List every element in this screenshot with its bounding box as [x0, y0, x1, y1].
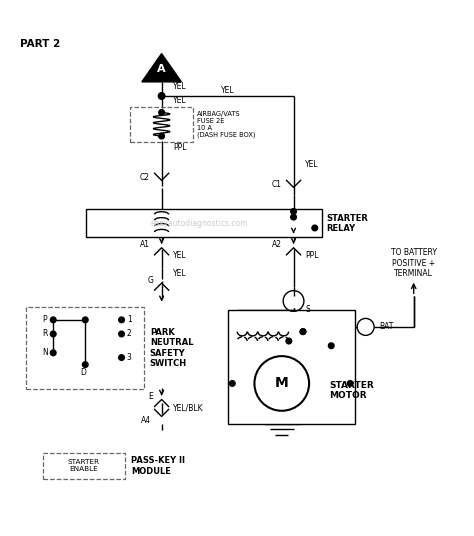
Circle shape: [328, 343, 334, 348]
Text: STARTER
RELAY: STARTER RELAY: [327, 213, 368, 233]
Circle shape: [82, 317, 88, 323]
Text: G: G: [147, 276, 153, 285]
Text: P: P: [43, 315, 47, 324]
Text: A2: A2: [272, 241, 282, 249]
Text: A: A: [157, 64, 166, 74]
Text: 2: 2: [127, 330, 131, 338]
Bar: [228, 310, 355, 423]
Text: AIRBAG/VATS
FUSE 2E
10 A
(DASH FUSE BOX): AIRBAG/VATS FUSE 2E 10 A (DASH FUSE BOX): [197, 110, 255, 138]
Text: YEL: YEL: [173, 269, 187, 278]
Text: A4: A4: [141, 416, 151, 425]
Text: easyautodiagnostics.com: easyautodiagnostics.com: [151, 219, 248, 228]
Circle shape: [159, 110, 164, 115]
Circle shape: [312, 225, 318, 231]
Circle shape: [286, 338, 292, 344]
Circle shape: [300, 329, 306, 334]
Text: TO BATTERY
POSITIVE +
TERMINAL: TO BATTERY POSITIVE + TERMINAL: [391, 248, 437, 278]
Circle shape: [50, 331, 56, 337]
Text: BAT: BAT: [379, 322, 393, 331]
Circle shape: [82, 362, 88, 367]
Circle shape: [300, 329, 306, 334]
Text: STARTER
ENABLE: STARTER ENABLE: [68, 459, 100, 472]
Polygon shape: [142, 54, 182, 82]
Text: STARTER
MOTOR: STARTER MOTOR: [329, 381, 374, 400]
Text: A1: A1: [140, 241, 150, 249]
Text: PPL: PPL: [305, 251, 319, 260]
Text: C1: C1: [272, 180, 282, 189]
Circle shape: [118, 331, 124, 337]
Text: M: M: [275, 376, 289, 390]
Text: 1: 1: [127, 315, 131, 324]
Circle shape: [347, 381, 353, 386]
Circle shape: [50, 317, 56, 323]
Text: S: S: [305, 305, 310, 314]
Text: PASS-KEY II
MODULE: PASS-KEY II MODULE: [131, 456, 185, 475]
Circle shape: [158, 93, 165, 99]
Text: YEL/BLK: YEL/BLK: [173, 404, 204, 413]
Text: YEL: YEL: [305, 160, 319, 169]
Text: YEL: YEL: [173, 82, 187, 91]
Circle shape: [50, 350, 56, 356]
Text: PART 2: PART 2: [20, 39, 61, 49]
Text: N: N: [42, 348, 47, 358]
Text: YEL: YEL: [221, 86, 234, 95]
Text: YEL: YEL: [173, 251, 187, 260]
Bar: [86, 209, 322, 237]
Text: D: D: [80, 368, 86, 377]
Text: PPL: PPL: [173, 143, 187, 152]
Text: E: E: [148, 392, 153, 401]
Text: R: R: [42, 330, 47, 338]
Circle shape: [291, 209, 296, 214]
Text: 3: 3: [127, 353, 131, 362]
Text: PARK
NEUTRAL
SAFETY
SWITCH: PARK NEUTRAL SAFETY SWITCH: [150, 328, 193, 368]
Circle shape: [118, 317, 124, 323]
Circle shape: [159, 133, 164, 139]
Circle shape: [118, 355, 124, 360]
Text: C2: C2: [140, 173, 150, 182]
Text: YEL: YEL: [173, 96, 187, 105]
Circle shape: [291, 214, 296, 220]
Circle shape: [229, 381, 235, 386]
